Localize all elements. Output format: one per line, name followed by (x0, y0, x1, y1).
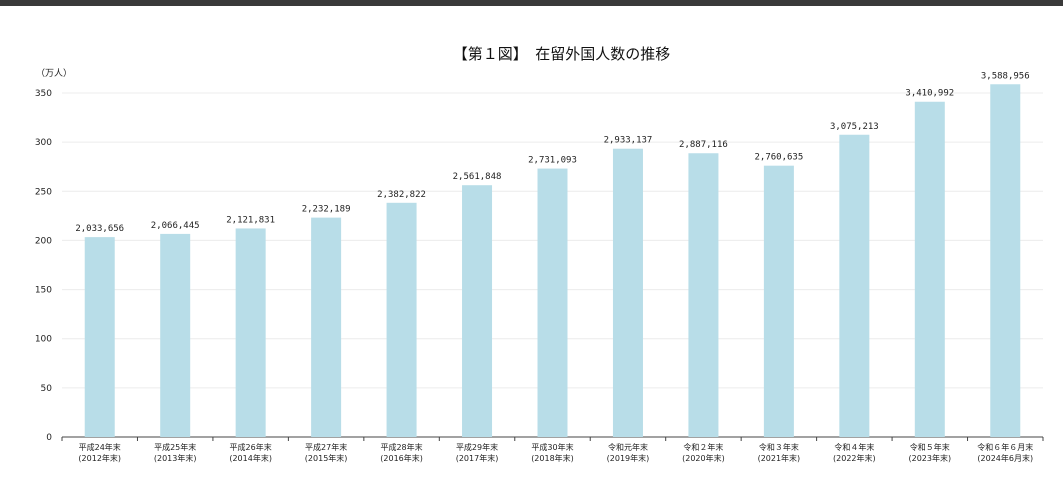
bar (688, 153, 719, 438)
bar (612, 148, 643, 437)
x-category-sublabel: (2019年末) (607, 453, 650, 463)
bar (311, 217, 342, 437)
x-category-sublabel: (2016年末) (380, 453, 423, 463)
x-category-label: 令和３年末 (759, 442, 799, 452)
bar (84, 237, 115, 437)
x-category-sublabel: (2014年末) (229, 453, 272, 463)
bar (537, 168, 568, 437)
bar-value-label: 3,075,213 (830, 122, 879, 132)
bar-value-label: 2,066,445 (151, 221, 200, 231)
bar (462, 185, 493, 437)
x-category-sublabel: (2022年末) (833, 453, 876, 463)
bar (386, 202, 417, 437)
chart-title: 【第１図】 在留外国人数の推移 (452, 45, 671, 63)
x-category-label: 令和５年末 (910, 442, 950, 452)
bar-value-label: 2,933,137 (604, 136, 653, 146)
x-category-label: 平成26年末 (230, 442, 272, 452)
x-category-label: 令和２年末 (683, 442, 723, 452)
x-category-sublabel: (2020年末) (682, 453, 725, 463)
bar-value-label: 2,382,822 (377, 190, 426, 200)
chart-container: 【第１図】 在留外国人数の推移 （万人） 0 50 100 150 200 250 300 3… (0, 6, 1063, 481)
bar (763, 165, 794, 438)
bar-value-label: 2,760,635 (754, 153, 803, 163)
x-category-sublabel: (2018年末) (531, 453, 574, 463)
bar (839, 134, 870, 437)
bar-chart: （万人） 0 50 100 150 200 250 300 350 2,033,656 2,06… (35, 68, 1044, 463)
category-labels: 平成24年末(2012年末) 平成25年末(2013年末) 平成26年末(2014年… (78, 442, 1033, 463)
bar (990, 84, 1021, 437)
x-category-sublabel: (2017年末) (456, 453, 499, 463)
x-category-label: 令和６年６月末 (977, 442, 1033, 452)
bar (160, 233, 191, 437)
bar-value-label: 2,121,831 (226, 215, 275, 225)
x-category-label: 平成28年末 (380, 442, 422, 452)
x-category-sublabel: (2013年末) (154, 453, 197, 463)
bar-value-label: 2,887,116 (679, 140, 728, 150)
x-category-label: 平成25年末 (154, 442, 196, 452)
bar-value-label: 3,410,992 (905, 89, 954, 99)
y-tick-label: 50 (41, 384, 53, 394)
x-category-label: 平成30年末 (531, 442, 573, 452)
x-category-label: 平成24年末 (79, 442, 121, 452)
value-labels: 2,033,656 2,066,445 2,121,831 2,232,189 2,38… (75, 71, 1029, 234)
x-category-sublabel: (2015年末) (305, 453, 348, 463)
bar-value-label: 3,588,956 (981, 71, 1030, 81)
y-tick-label: 100 (35, 335, 52, 345)
top-border-bar (0, 0, 1063, 6)
x-category-label: 令和元年末 (608, 442, 648, 452)
x-category-sublabel: (2012年末) (78, 453, 121, 463)
x-category-label: 平成27年末 (305, 442, 347, 452)
y-tick-label: 0 (46, 433, 52, 443)
y-tick-label: 200 (35, 236, 52, 246)
y-tick-label: 350 (35, 89, 52, 99)
y-tick-label: 150 (35, 286, 52, 296)
x-category-sublabel: (2024年6月末) (977, 453, 1033, 463)
bar-value-label: 2,561,848 (453, 172, 502, 182)
bars (84, 84, 1021, 438)
bar-value-label: 2,232,189 (302, 205, 351, 215)
y-tick-label: 300 (35, 138, 52, 148)
x-category-label: 平成29年末 (456, 442, 498, 452)
bar (914, 101, 945, 437)
x-category-sublabel: (2023年末) (909, 453, 952, 463)
bar-value-label: 2,033,656 (75, 224, 124, 234)
bar (235, 228, 266, 437)
x-category-sublabel: (2021年末) (758, 453, 801, 463)
x-category-label: 令和４年末 (834, 442, 874, 452)
y-axis-unit-label: （万人） (36, 68, 72, 79)
bar-value-label: 2,731,093 (528, 156, 577, 166)
y-tick-label: 250 (35, 187, 52, 197)
